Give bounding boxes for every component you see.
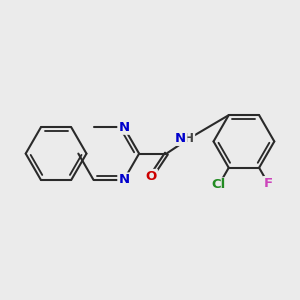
- Text: F: F: [264, 177, 273, 190]
- Text: O: O: [146, 170, 157, 183]
- Text: Cl: Cl: [212, 178, 226, 191]
- Text: N: N: [175, 132, 186, 145]
- Text: N: N: [118, 173, 130, 186]
- Text: H: H: [184, 132, 194, 145]
- Text: N: N: [118, 121, 130, 134]
